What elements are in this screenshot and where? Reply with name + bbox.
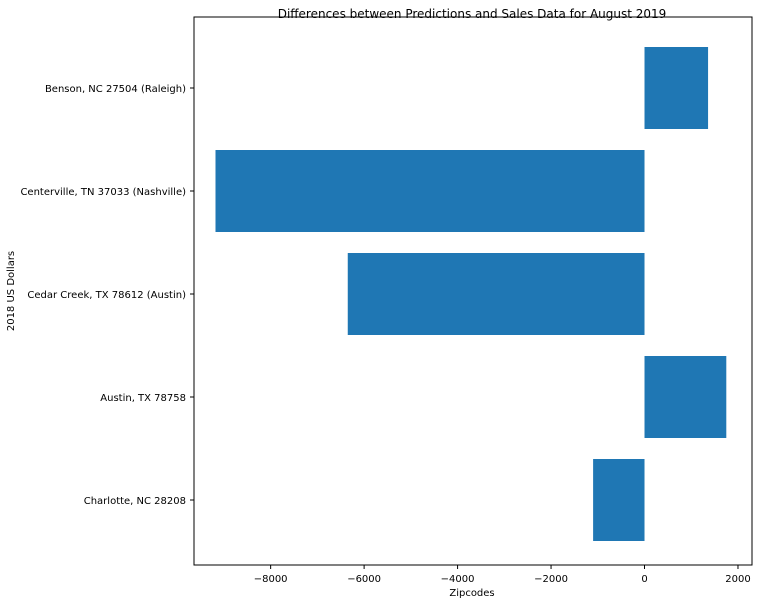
bar — [347, 253, 645, 335]
x-axis-label: Zipcodes — [449, 588, 494, 599]
x-tick-label: −4000 — [441, 574, 475, 585]
x-axis-ticks: −8000 −6000 −4000 −2000 0 2000 — [254, 565, 751, 585]
y-tick-label: Charlotte, NC 28208 — [84, 496, 186, 507]
bars-group — [215, 47, 727, 541]
x-tick-label: −6000 — [347, 574, 381, 585]
y-tick-label: Benson, NC 27504 (Raleigh) — [45, 84, 186, 95]
plot-frame — [193, 16, 753, 566]
bar — [593, 459, 645, 541]
y-tick-label: Cedar Creek, TX 78612 (Austin) — [27, 290, 186, 301]
bar — [644, 356, 727, 438]
x-tick-label: 2000 — [725, 574, 750, 585]
bar — [215, 150, 645, 232]
x-tick-label: 0 — [641, 574, 647, 585]
x-tick-label: −2000 — [534, 574, 568, 585]
y-axis-ticks: Charlotte, NC 28208 Austin, TX 78758 Cedar… — [20, 84, 194, 507]
y-tick-label: Austin, TX 78758 — [100, 393, 186, 404]
x-tick-label: −8000 — [254, 574, 288, 585]
y-tick-label: Centerville, TN 37033 (Nashville) — [20, 187, 186, 198]
chart-title: Differences between Predictions and Sale… — [278, 7, 667, 21]
y-axis-label: 2018 US Dollars — [6, 251, 17, 331]
bar — [644, 47, 709, 129]
